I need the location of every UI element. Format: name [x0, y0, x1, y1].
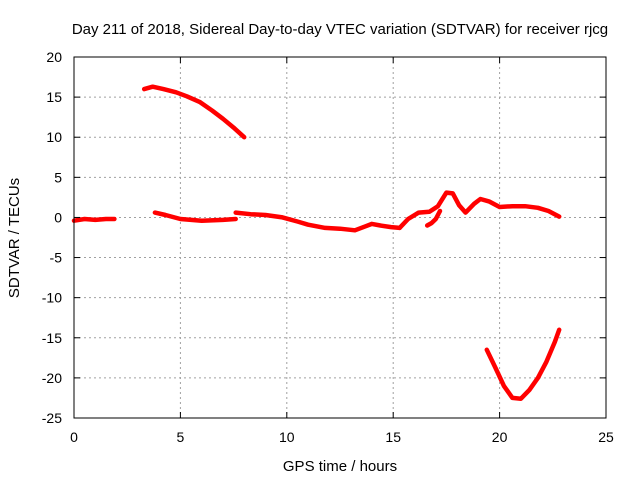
x-axis-title: GPS time / hours	[283, 458, 397, 475]
y-tick-label: 0	[54, 209, 62, 225]
y-tick-label: -20	[42, 370, 62, 386]
x-tick-label: 0	[70, 429, 78, 445]
series-segment-2	[141, 84, 247, 140]
x-tick-label: 20	[492, 429, 508, 445]
x-tick-label: 15	[385, 429, 401, 445]
x-tick-label: 10	[279, 429, 295, 445]
y-tick-label: -10	[42, 290, 62, 306]
plot-frame	[73, 56, 607, 419]
series-segment-7	[484, 327, 562, 401]
series-segment-5	[397, 190, 562, 231]
y-tick-label: 20	[46, 49, 62, 65]
series-segment-3	[152, 210, 238, 223]
y-tick-label: 5	[54, 169, 62, 185]
axis-ticks: 0 5 10 15 20 25 20 15 10 5 0 -5 -10 -15 -20 -25	[42, 49, 614, 445]
series-segment-1	[71, 216, 117, 223]
series-segment-4	[233, 210, 402, 233]
y-tick-label: -15	[42, 330, 62, 346]
series-segment-6	[424, 208, 443, 228]
data-series	[71, 84, 562, 401]
y-tick-label: 10	[46, 129, 62, 145]
y-tick-label: 15	[46, 89, 62, 105]
grid	[74, 57, 606, 418]
chart-title: Day 211 of 2018, Sidereal Day-to-day VTE…	[72, 21, 608, 38]
y-axis-title: SDTVAR / TECUs	[6, 178, 23, 298]
x-tick-label: 5	[177, 429, 185, 445]
x-tick-label: 25	[598, 429, 614, 445]
y-tick-label: -5	[50, 250, 63, 266]
y-tick-label: -25	[42, 410, 62, 426]
